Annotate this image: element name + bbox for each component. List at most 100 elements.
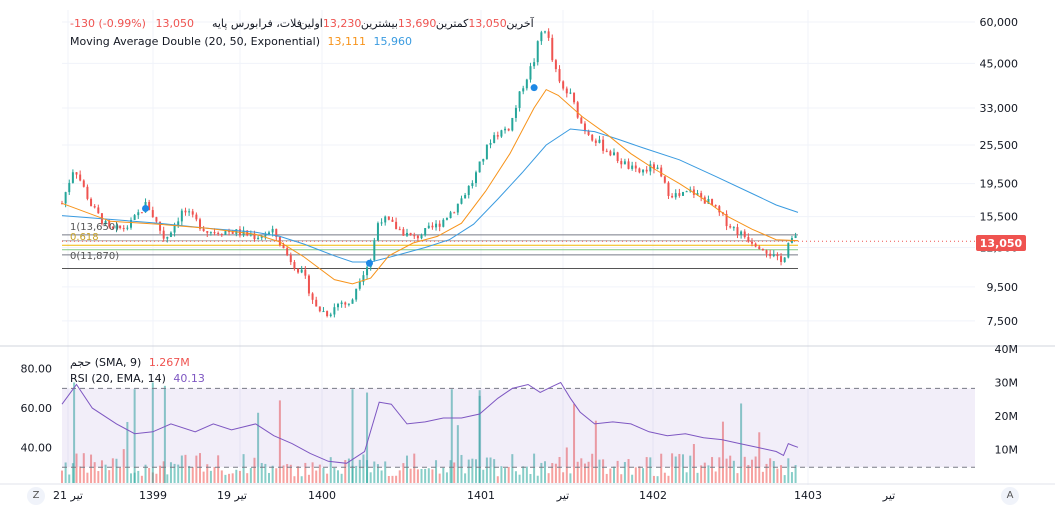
volume-bar xyxy=(522,466,525,483)
candle-body xyxy=(558,69,561,82)
candle-body xyxy=(253,234,256,240)
candle-body xyxy=(442,219,445,227)
volume-bar xyxy=(533,453,536,483)
indicator-lines xyxy=(61,84,799,464)
volume-bar xyxy=(438,473,441,483)
volume-bar xyxy=(148,467,151,483)
time-tick-label: 21 تیر xyxy=(53,489,83,502)
volume-bar xyxy=(565,447,568,483)
volume-tick-label: 20M xyxy=(995,410,1019,423)
signal-marker xyxy=(530,84,538,92)
candle-body xyxy=(366,267,369,276)
volume-bar xyxy=(191,467,194,483)
candle-body xyxy=(663,176,666,183)
candle-body xyxy=(776,254,779,257)
candle-body xyxy=(573,92,576,103)
volume-bar xyxy=(638,466,641,483)
candle-body xyxy=(551,37,554,61)
candle-body xyxy=(275,228,278,237)
candle-body xyxy=(130,219,132,228)
candle-body xyxy=(583,123,586,132)
volume-bar xyxy=(293,476,296,483)
volume-bar xyxy=(573,403,576,483)
volume-bar xyxy=(602,459,605,483)
volume-bar xyxy=(511,454,514,483)
price-tick-label: 7,500 xyxy=(987,315,1019,328)
volume-bar xyxy=(228,473,231,483)
volume-bar xyxy=(115,458,118,483)
volume-bar xyxy=(369,472,372,483)
volume-bar xyxy=(536,475,539,483)
volume-bar xyxy=(163,385,166,483)
volume-bar xyxy=(649,457,652,483)
candle-body xyxy=(533,62,536,67)
volume-legend-label: حجم (SMA, 9) xyxy=(70,356,141,369)
volume-bar xyxy=(529,474,532,483)
volume-bar xyxy=(685,472,688,483)
candle-body xyxy=(562,81,565,89)
auto-scale-button[interactable]: A xyxy=(1001,487,1019,505)
volume-bar xyxy=(82,453,85,483)
volume-bar xyxy=(202,471,205,483)
legend-open-label: اولین xyxy=(299,17,322,30)
candle-body xyxy=(228,231,231,233)
volume-bar xyxy=(714,471,717,483)
volume-bar xyxy=(68,474,71,483)
candle-body xyxy=(685,191,688,193)
candle-body xyxy=(220,233,223,235)
candle-body xyxy=(249,234,252,236)
volume-bar xyxy=(558,456,561,483)
signal-marker xyxy=(142,204,150,212)
candle-body xyxy=(700,193,703,198)
volume-bar xyxy=(169,462,172,483)
candle-body xyxy=(438,223,441,227)
candle-body xyxy=(504,128,507,131)
candle-body xyxy=(188,211,191,213)
volume-bar xyxy=(576,461,579,483)
volume-bar xyxy=(166,474,169,483)
volume-bar xyxy=(249,468,252,483)
candle-body xyxy=(743,231,746,238)
time-tick-label: 1402 xyxy=(639,489,667,502)
svg-text:Moving Average Double (20, 50,: Moving Average Double (20, 50, Exponenti… xyxy=(70,35,412,48)
volume-bar xyxy=(71,463,74,483)
volume-bar xyxy=(725,458,728,483)
candle-body xyxy=(725,213,728,227)
candle-body xyxy=(642,169,645,173)
candle-body xyxy=(416,235,419,239)
candle-body xyxy=(115,225,118,229)
price-tick-label: 60,000 xyxy=(980,16,1019,29)
volume-legend-value: 1.267M xyxy=(149,356,190,369)
candle-body xyxy=(660,167,663,177)
volume-bar xyxy=(416,469,419,483)
candle-body xyxy=(307,275,310,294)
candle-body xyxy=(315,299,318,307)
candle-body xyxy=(71,172,74,183)
volume-bar xyxy=(431,469,434,483)
volume-bar xyxy=(587,461,590,483)
candle-body xyxy=(191,211,194,215)
candle-body xyxy=(206,231,209,233)
volume-bar xyxy=(180,455,183,483)
volume-bar xyxy=(398,470,401,483)
candle-body xyxy=(754,243,757,247)
ma-slow-value: 15,960 xyxy=(374,35,413,48)
volume-bar xyxy=(333,467,336,483)
candle-body xyxy=(431,225,434,228)
candle-body xyxy=(489,142,492,145)
candle-body xyxy=(257,237,260,240)
price-tick-label: 45,000 xyxy=(980,57,1019,70)
rsi-line xyxy=(61,381,799,464)
volume-bar xyxy=(435,460,438,483)
candle-body xyxy=(460,198,463,204)
candle-body xyxy=(518,91,521,108)
volume-bar xyxy=(122,449,125,483)
volume-bar xyxy=(271,465,274,483)
volume-bar xyxy=(351,389,354,483)
candle-body xyxy=(264,235,267,237)
volume-bar xyxy=(224,474,227,483)
volume-bar xyxy=(220,470,223,483)
candle-body xyxy=(729,226,732,228)
log-scale-button[interactable]: Z xyxy=(27,487,45,505)
